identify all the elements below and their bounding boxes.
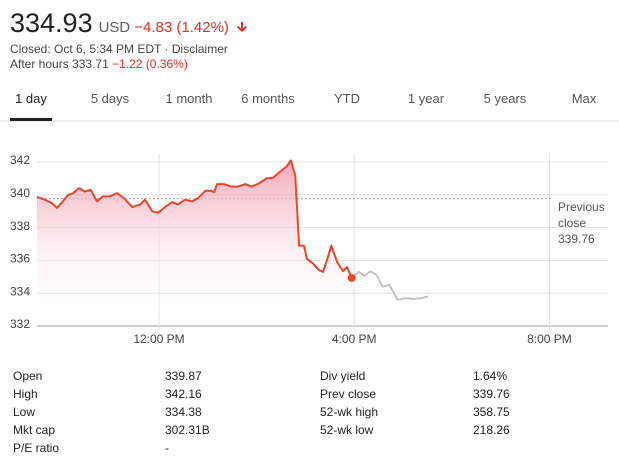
stat-value: 218.26 bbox=[473, 423, 510, 437]
x-tick-label: 12:00 PM bbox=[133, 332, 184, 346]
stat-value: 358.75 bbox=[473, 405, 510, 419]
price-area bbox=[37, 160, 352, 326]
after-hours-price: 333.71 bbox=[72, 57, 109, 71]
previous-close-value: 339.76 bbox=[558, 232, 595, 246]
stat-label: Div yield bbox=[320, 369, 366, 383]
y-tick-label: 334 bbox=[10, 284, 30, 298]
stat-label: Low bbox=[13, 405, 36, 419]
y-tick-label: 332 bbox=[10, 317, 30, 331]
stat-value: 1.64% bbox=[473, 369, 508, 383]
x-tick-label: 4:00 PM bbox=[332, 332, 377, 346]
y-tick-label: 338 bbox=[10, 219, 30, 233]
stat-value: - bbox=[165, 441, 169, 455]
stat-label: High bbox=[13, 387, 38, 401]
price-line bbox=[36, 159, 353, 279]
time-range-tab[interactable]: 6 months bbox=[241, 91, 295, 106]
stat-label: P/E ratio bbox=[13, 441, 60, 455]
after-hours-label: After hours bbox=[10, 57, 69, 71]
stat-value: 339.87 bbox=[165, 369, 202, 383]
currency: USD bbox=[98, 19, 131, 36]
closed-line: Closed: Oct 6, 5:34 PM EDT · Disclaimer bbox=[10, 42, 228, 56]
y-tick-label: 342 bbox=[10, 153, 30, 167]
y-tick-label: 340 bbox=[10, 186, 30, 200]
price: 334.93 bbox=[10, 8, 93, 38]
closed-time: Closed: Oct 6, 5:34 PM EDT · bbox=[10, 42, 169, 56]
stat-label: 52-wk high bbox=[320, 405, 379, 419]
stat-value: 339.76 bbox=[473, 387, 510, 401]
stat-value: 342.16 bbox=[165, 387, 202, 401]
after-hours-line: After hours 333.71 −1.22 (0.36%) bbox=[10, 57, 188, 71]
x-tick-label: 8:00 PM bbox=[527, 332, 572, 346]
current-price-dot bbox=[347, 273, 356, 282]
stat-label: 52-wk low bbox=[320, 423, 374, 437]
stat-label: Prev close bbox=[320, 387, 377, 401]
stat-label: Open bbox=[13, 369, 43, 383]
time-range-tab[interactable]: YTD bbox=[334, 91, 360, 106]
y-tick-label: 336 bbox=[10, 252, 30, 266]
time-range-tab[interactable]: 1 year bbox=[407, 91, 445, 106]
stat-label: Mkt cap bbox=[13, 423, 56, 437]
previous-close-box: Previous close 339.76 bbox=[558, 199, 613, 247]
time-range-tab[interactable]: 1 day bbox=[15, 91, 47, 106]
time-range-tab[interactable]: 5 days bbox=[90, 91, 130, 106]
price-line: 334.93 USD −4.83 (1.42%) bbox=[10, 8, 248, 39]
after-hours-line bbox=[351, 270, 429, 301]
time-range-tab[interactable]: 5 years bbox=[483, 91, 527, 106]
previous-close-label: Previous close bbox=[558, 200, 605, 230]
stat-value: 302.31B bbox=[165, 423, 210, 437]
after-hours-change: −1.22 (0.36%) bbox=[112, 57, 188, 71]
price-change: −4.83 (1.42%) bbox=[134, 19, 229, 36]
time-range-tab[interactable]: Max bbox=[571, 91, 597, 106]
down-arrow-icon bbox=[237, 22, 248, 32]
stat-value: 334.38 bbox=[165, 405, 202, 419]
time-range-tab[interactable]: 1 month bbox=[165, 91, 213, 106]
disclaimer-link[interactable]: Disclaimer bbox=[171, 42, 228, 56]
